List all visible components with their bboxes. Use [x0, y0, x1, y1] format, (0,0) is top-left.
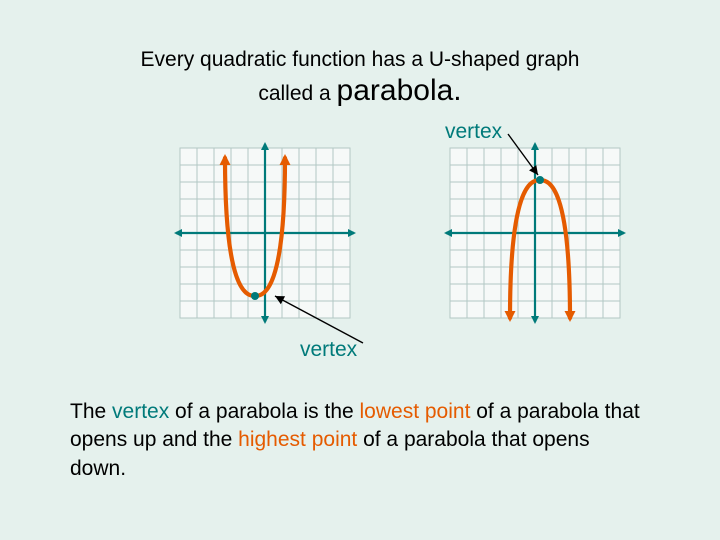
title-prefix: called a: [258, 82, 336, 105]
vertex-label-top: vertex: [445, 120, 502, 144]
bt-highest: highest point: [238, 428, 357, 451]
title-line1: Every quadratic function has a U-shaped …: [70, 48, 650, 72]
graphs-svg: [70, 120, 650, 380]
parabola-word: parabola.: [337, 74, 462, 107]
bt-lowest: lowest point: [360, 400, 471, 423]
bt-vertex: vertex: [112, 400, 169, 423]
title-line2: called a parabola.: [70, 74, 650, 108]
vertex-label-bottom: vertex: [300, 338, 357, 362]
graphs-row: vertex vertex: [70, 120, 650, 380]
slide: Every quadratic function has a U-shaped …: [0, 0, 720, 483]
bt-2: of a parabola is the: [169, 400, 359, 423]
bt-1: The: [70, 400, 112, 423]
bottom-text: The vertex of a parabola is the lowest p…: [70, 398, 650, 483]
